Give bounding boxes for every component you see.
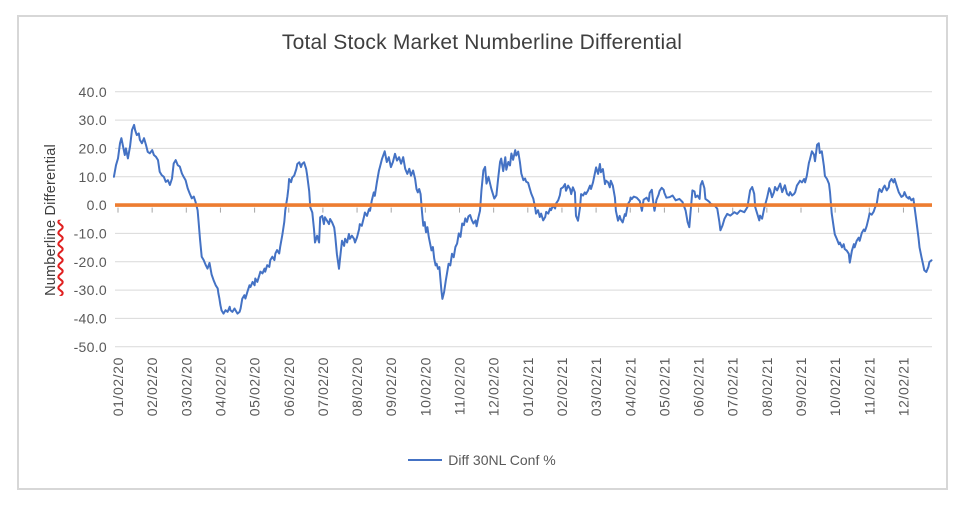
x-axis-tick-label: 12/02/20 [486,357,502,416]
y-axis-tick-label: 10.0 [79,169,107,185]
legend-line-icon [408,459,443,461]
x-axis-tick-label: 03/02/21 [588,357,604,416]
x-axis-tick-label: 04/02/21 [622,357,638,416]
x-axis-tick-label: 11/02/20 [452,357,468,415]
x-axis-tick-label: 03/02/20 [178,357,194,416]
x-axis-tick-label: 07/02/20 [315,357,331,416]
x-axis-tick-label: 08/02/20 [349,357,365,416]
y-axis-tick-label: -40.0 [74,310,107,326]
x-axis-tick-label: 04/02/20 [212,357,228,416]
x-axis-tick-label: 09/02/21 [793,357,809,416]
y-axis-tick-label: 20.0 [79,140,107,156]
chart-title: Total Stock Market Numberline Differenti… [281,31,683,54]
y-axis-tick-label: -50.0 [74,339,107,355]
x-axis-tick-label: 02/02/20 [144,357,160,416]
legend-series-label: Diff 30NL Conf % [448,452,556,468]
series-line-diff-30nl-conf [112,123,933,315]
x-axis-tick-label: 05/02/21 [656,357,672,416]
y-axis-tick-label: 0.0 [87,197,107,213]
x-axis-tick-label: 05/02/20 [247,357,263,416]
y-axis-tick-label: -10.0 [74,225,107,241]
x-axis-tick-label: 10/02/20 [417,357,433,416]
x-axis-tick-label: 01/02/21 [520,357,536,416]
y-axis-tick-label: 30.0 [79,112,107,128]
x-axis-tick-label: 02/02/21 [554,357,570,416]
y-axis-tick-label: -30.0 [74,282,107,298]
x-axis-tick-label: 11/02/21 [861,357,877,415]
x-axis-tick-label: 06/02/20 [281,357,297,416]
legend: Diff 30NL Conf % [18,452,946,468]
x-axis-tick-label: 12/02/21 [895,357,911,416]
x-axis-tick-label: 09/02/20 [383,357,399,416]
x-axis-tick-label: 07/02/21 [725,357,741,416]
y-axis-tick-label: 40.0 [79,84,107,100]
x-axis-tick-label: 06/02/21 [691,357,707,416]
x-axis-tick-label: 08/02/21 [759,357,775,416]
chart-frame [17,15,948,490]
x-axis-tick-label: 01/02/20 [110,357,126,416]
y-axis-tick-label: -20.0 [74,254,107,270]
x-axis-tick-label: 10/02/21 [827,357,843,416]
